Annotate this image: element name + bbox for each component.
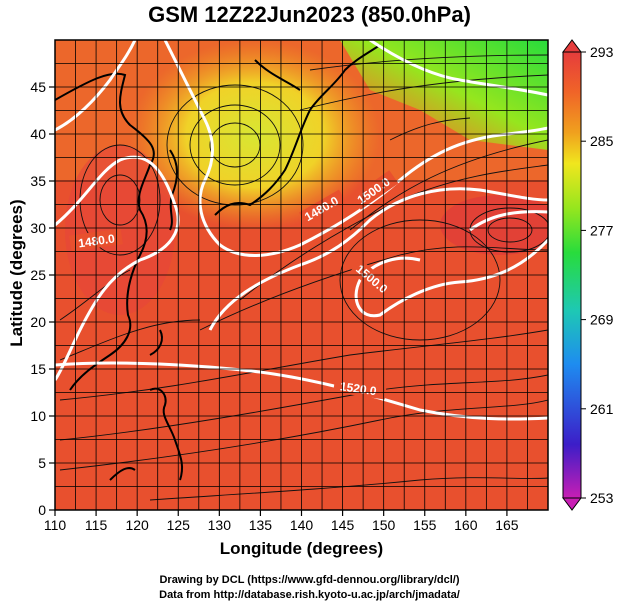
x-tick-label: 110 [44, 517, 67, 533]
y-tick-label: 30 [30, 220, 46, 236]
y-tick-label: 25 [30, 267, 46, 283]
x-tick-label: 120 [125, 517, 149, 533]
colorbar-tick-label: 293 [590, 44, 614, 60]
colorbar-top-arrow [562, 39, 582, 53]
x-tick-label: 150 [372, 517, 396, 533]
contour-label: 1520.0 [339, 379, 378, 398]
x-tick-label: 115 [85, 517, 108, 533]
y-axis-ticks: 0 5 10 15 20 25 30 35 40 45 [30, 79, 55, 518]
y-axis-label: Latitude (degrees) [7, 199, 26, 347]
colorbar-ticks: 293 285 277 269 261 253 [581, 44, 614, 506]
y-tick-label: 10 [30, 408, 46, 424]
contour-label-boxes [69, 170, 399, 400]
credit-drawing: Drawing by DCL (https://www.gfd-dennou.o… [159, 574, 460, 586]
x-tick-label: 135 [249, 517, 273, 533]
colorbar-tick-label: 253 [590, 490, 614, 506]
y-tick-label: 20 [30, 314, 46, 330]
temperature-cool-north [340, 40, 548, 150]
colorbar-tick-label: 285 [590, 133, 614, 149]
y-tick-label: 15 [30, 361, 46, 377]
map-title: GSM 12Z22Jun2023 (850.0hPa) [148, 2, 471, 27]
credit-data: Data from http://database.rish.kyoto-u.a… [159, 589, 460, 601]
colorbar-bottom-arrow [562, 497, 582, 511]
colorbar-scale [562, 51, 582, 499]
colorbar-tick-label: 261 [590, 401, 614, 417]
x-tick-label: 155 [413, 517, 437, 533]
heatmap-field: 1480.0 1480.0 1500.0 1500.0 1520.0 [55, 40, 548, 510]
gridlines [55, 40, 548, 510]
y-tick-label: 5 [38, 455, 46, 471]
x-tick-label: 125 [167, 517, 191, 533]
contour-label: 1480.0 [77, 231, 116, 250]
x-tick-label: 140 [290, 517, 314, 533]
y-tick-label: 45 [30, 79, 46, 95]
temperature-cool-japan [130, 40, 380, 230]
colorbar-tick-label: 277 [590, 222, 614, 238]
x-tick-label: 165 [495, 517, 519, 533]
y-tick-label: 40 [30, 126, 46, 142]
x-tick-label: 145 [331, 517, 355, 533]
colorbar: 293 285 277 269 261 253 [562, 39, 614, 511]
y-tick-label: 35 [30, 173, 46, 189]
x-axis-ticks: 110 115 120 125 130 135 140 145 150 155 160 165 [44, 510, 519, 533]
x-axis-label: Longitude (degrees) [219, 539, 384, 558]
x-tick-label: 130 [208, 517, 232, 533]
y-tick-label: 0 [38, 502, 46, 518]
colorbar-tick-label: 269 [590, 312, 614, 328]
x-tick-label: 160 [454, 517, 478, 533]
